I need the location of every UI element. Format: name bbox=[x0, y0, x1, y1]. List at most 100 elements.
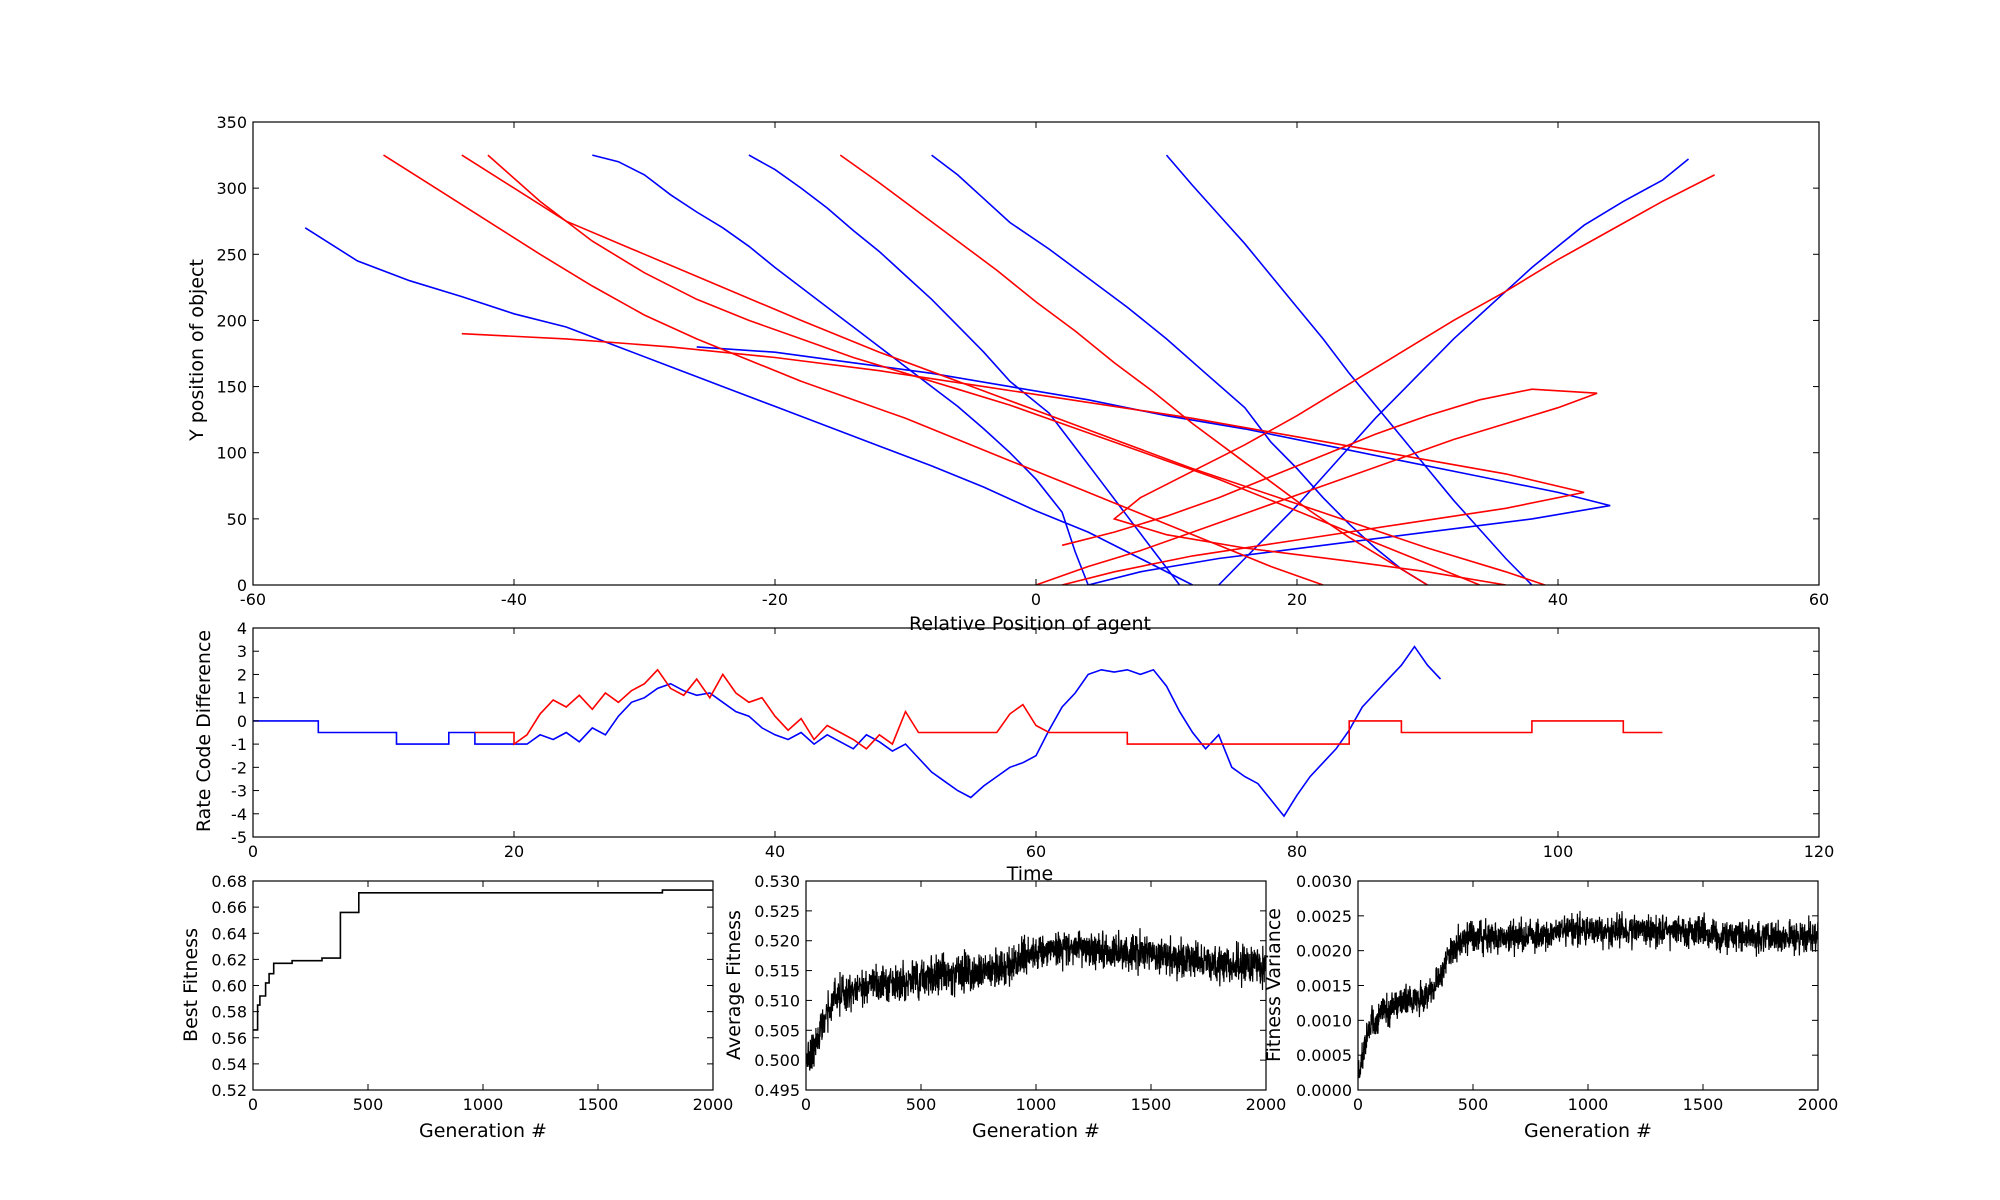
average-fitness-ytick-label-6: 0.525 bbox=[754, 902, 800, 921]
best-fitness-xtick-label-0: 0 bbox=[248, 1095, 258, 1114]
best-fitness-series-group bbox=[253, 889, 713, 1031]
trajectories-xtick-label-1: -40 bbox=[501, 590, 527, 609]
average-fitness-panel: 0 500 1000 1500 2000 0.495 0.500 0.505 0.510 0.51… bbox=[723, 872, 1286, 1142]
trajectories-xlabel: Relative Position of agent bbox=[909, 613, 1151, 635]
rate-code-xtick-label-6: 120 bbox=[1804, 842, 1835, 861]
fitness-variance-series-0 bbox=[1358, 910, 1818, 1079]
trajectories-series-0 bbox=[592, 154, 1089, 585]
rate-code-xtick-label-3: 60 bbox=[1026, 842, 1046, 861]
rate-code-series-group bbox=[253, 645, 1663, 818]
best-fitness-ytick-label-0: 0.52 bbox=[211, 1081, 247, 1100]
trajectories-series-7 bbox=[383, 154, 1324, 585]
fitness-variance-ytick-label-0: 0.0000 bbox=[1296, 1081, 1352, 1100]
fitness-variance-ytick-label-4: 0.0020 bbox=[1296, 942, 1352, 961]
rate-code-xtick-label-5: 100 bbox=[1543, 842, 1574, 861]
rate-code-xlabel: Time bbox=[1006, 863, 1054, 885]
rate-code-ytick-label-2: -3 bbox=[231, 782, 247, 801]
average-fitness-ytick-label-1: 0.500 bbox=[754, 1051, 800, 1070]
average-fitness-ytick-label-2: 0.505 bbox=[754, 1021, 800, 1040]
best-fitness-ylabel: Best Fitness bbox=[180, 928, 202, 1042]
best-fitness-xtick-label-4: 2000 bbox=[693, 1095, 734, 1114]
trajectories-series-9 bbox=[487, 154, 1481, 585]
rate-code-plot-area: 0 20 40 60 80 100 120 -5 -4 -3 -2 -1 0 1 2 3 4 bbox=[231, 619, 1834, 861]
average-fitness-plot-area: 0 500 1000 1500 2000 0.495 0.500 0.505 0.510 0.51… bbox=[754, 872, 1286, 1114]
trajectories-ytick-label-4: 200 bbox=[216, 311, 247, 330]
trajectories-xtick-label-0: -60 bbox=[240, 590, 266, 609]
average-fitness-xtick-label-4: 2000 bbox=[1246, 1095, 1287, 1114]
trajectories-series-13 bbox=[1035, 388, 1598, 585]
trajectories-series-1 bbox=[748, 154, 1181, 585]
trajectories-plot-area: -60 -40 -20 0 20 40 60 0 50 100 150 200 250 300 350 bbox=[216, 113, 1829, 609]
average-fitness-ytick-label-4: 0.515 bbox=[754, 962, 800, 981]
rate-code-ytick-label-4: -1 bbox=[231, 735, 247, 754]
trajectories-ytick-label-2: 100 bbox=[216, 444, 247, 463]
trajectories-series-5 bbox=[304, 227, 1193, 585]
trajectories-series-11 bbox=[1112, 174, 1715, 585]
trajectories-series-12 bbox=[461, 332, 1585, 585]
fitness-variance-ytick-label-1: 0.0005 bbox=[1296, 1046, 1352, 1065]
average-fitness-ytick-label-3: 0.510 bbox=[754, 991, 800, 1010]
best-fitness-xtick-label-3: 1500 bbox=[578, 1095, 619, 1114]
fitness-variance-series-group bbox=[1358, 910, 1818, 1079]
best-fitness-series-0 bbox=[253, 889, 713, 1031]
average-fitness-ylabel: Average Fitness bbox=[723, 910, 745, 1060]
trajectories-ytick-label-0: 0 bbox=[237, 576, 247, 595]
best-fitness-ytick-label-1: 0.54 bbox=[211, 1055, 247, 1074]
fitness-variance-xtick-label-1: 500 bbox=[1458, 1095, 1489, 1114]
best-fitness-ytick-label-7: 0.66 bbox=[211, 898, 247, 917]
trajectories-ytick-label-5: 250 bbox=[216, 245, 247, 264]
best-fitness-ytick-label-5: 0.62 bbox=[211, 950, 247, 969]
fitness-variance-xtick-label-0: 0 bbox=[1353, 1095, 1363, 1114]
fitness-variance-ylabel: Fitness Variance bbox=[1263, 908, 1285, 1062]
best-fitness-xtick-label-1: 500 bbox=[353, 1095, 384, 1114]
trajectories-xtick-label-3: 0 bbox=[1031, 590, 1041, 609]
rate-code-ytick-label-1: -4 bbox=[231, 805, 247, 824]
trajectories-ytick-label-1: 50 bbox=[227, 510, 247, 529]
rate-code-xtick-label-0: 0 bbox=[248, 842, 258, 861]
best-fitness-ytick-label-3: 0.58 bbox=[211, 1003, 247, 1022]
rate-code-ytick-label-0: -5 bbox=[231, 828, 247, 847]
rate-code-ylabel: Rate Code Difference bbox=[193, 630, 215, 832]
trajectories-xtick-label-5: 40 bbox=[1548, 590, 1568, 609]
fitness-variance-xtick-label-4: 2000 bbox=[1798, 1095, 1839, 1114]
rate-code-xtick-label-4: 80 bbox=[1287, 842, 1307, 861]
rate-code-series-0 bbox=[253, 645, 1442, 818]
best-fitness-ytick-label-4: 0.60 bbox=[211, 977, 247, 996]
trajectories-ytick-label-3: 150 bbox=[216, 378, 247, 397]
fitness-variance-ytick-label-2: 0.0010 bbox=[1296, 1011, 1352, 1030]
best-fitness-xlabel: Generation # bbox=[419, 1120, 547, 1142]
fitness-variance-ytick-label-5: 0.0025 bbox=[1296, 907, 1352, 926]
rate-code-ytick-label-3: -2 bbox=[231, 758, 247, 777]
trajectories-xtick-label-2: -20 bbox=[762, 590, 788, 609]
fitness-variance-panel: 0 500 1000 1500 2000 0.0000 0.0005 0.0010 0.0015… bbox=[1263, 872, 1838, 1142]
rate-code-ytick-label-5: 0 bbox=[237, 712, 247, 731]
average-fitness-ytick-label-0: 0.495 bbox=[754, 1081, 800, 1100]
trajectories-series-2 bbox=[931, 154, 1428, 585]
average-fitness-xtick-label-0: 0 bbox=[801, 1095, 811, 1114]
rate-code-series-1 bbox=[474, 668, 1663, 750]
rate-code-ytick-label-8: 3 bbox=[237, 642, 247, 661]
fitness-variance-plot-area: 0 500 1000 1500 2000 0.0000 0.0005 0.0010 0.0015… bbox=[1296, 872, 1838, 1114]
average-fitness-xtick-label-2: 1000 bbox=[1016, 1095, 1057, 1114]
best-fitness-ytick-label-8: 0.68 bbox=[211, 872, 247, 891]
trajectories-series-group bbox=[304, 154, 1715, 585]
trajectories-ytick-label-6: 300 bbox=[216, 179, 247, 198]
rate-code-ytick-label-7: 2 bbox=[237, 665, 247, 684]
average-fitness-ytick-label-5: 0.520 bbox=[754, 932, 800, 951]
trajectories-ylabel: Y position of object bbox=[186, 259, 208, 442]
rate-code-xtick-label-1: 20 bbox=[504, 842, 524, 861]
trajectories-series-3 bbox=[1165, 154, 1533, 585]
trajectories-panel: -60 -40 -20 0 20 40 60 0 50 100 150 200 250 300 350 Re… bbox=[186, 113, 1829, 635]
average-fitness-ytick-label-7: 0.530 bbox=[754, 872, 800, 891]
average-fitness-xlabel: Generation # bbox=[972, 1120, 1100, 1142]
best-fitness-panel: 0 500 1000 1500 2000 0.52 0.54 0.56 0.58 0.60 0.62… bbox=[180, 872, 733, 1142]
rate-code-ytick-label-6: 1 bbox=[237, 689, 247, 708]
trajectories-series-10 bbox=[839, 154, 1428, 585]
trajectories-xtick-label-6: 60 bbox=[1809, 590, 1829, 609]
trajectories-ytick-label-7: 350 bbox=[216, 113, 247, 132]
average-fitness-xtick-label-1: 500 bbox=[906, 1095, 937, 1114]
average-fitness-series-group bbox=[806, 928, 1266, 1071]
trajectories-xtick-label-4: 20 bbox=[1287, 590, 1307, 609]
